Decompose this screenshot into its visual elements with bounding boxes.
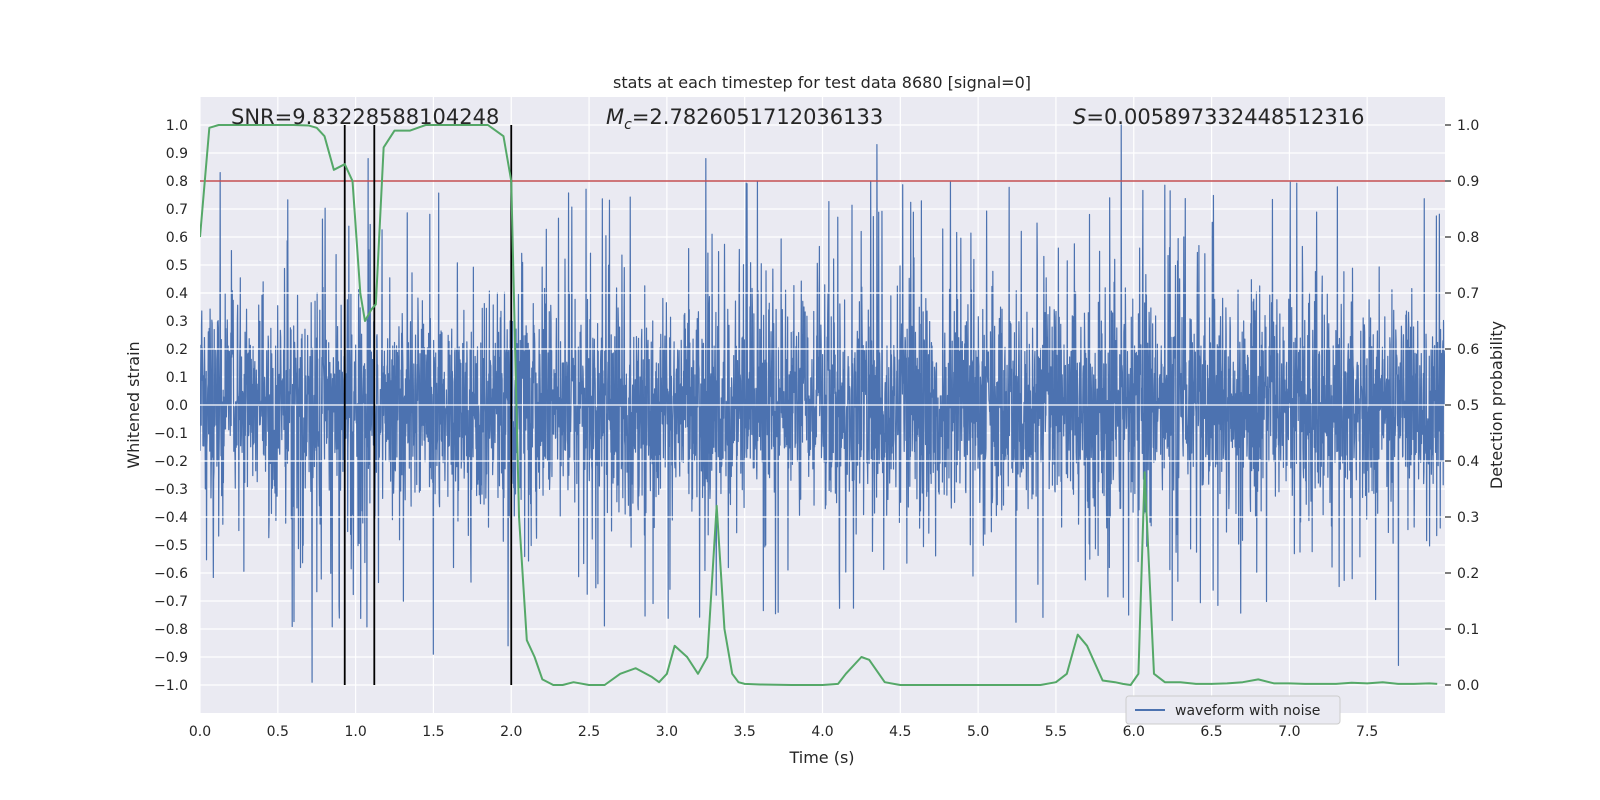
y-tick-label: −0.8 [154, 622, 188, 638]
y2-tick-label: 0.2 [1457, 566, 1479, 582]
legend-label-waveform: waveform with noise [1175, 703, 1320, 719]
x-tick-label: 6.0 [1123, 724, 1145, 740]
x-tick-label: 0.5 [267, 724, 289, 740]
x-tick-label: 3.5 [734, 724, 756, 740]
y2-tick-label: 1.0 [1457, 118, 1479, 134]
chirp-mass-symbol: M [606, 105, 624, 129]
y2-tick-label: 0.5 [1457, 398, 1479, 414]
y-axis-label: Whitened strain [124, 341, 143, 468]
y-tick-label: 0.7 [166, 202, 188, 218]
y-tick-label: −0.7 [154, 594, 188, 610]
y2-tick-label: 0.0 [1457, 678, 1479, 694]
waveform-line [200, 124, 1445, 683]
y-tick-label: 0.3 [166, 314, 188, 330]
x-axis-ticks: 0.0 0.5 1.0 1.5 2.0 2.5 3.0 3.5 4.0 4.5 5.0 5.5 6.0 6… [189, 724, 1378, 740]
y2-tick-label: 0.4 [1457, 454, 1479, 470]
y-tick-label: −1.0 [154, 678, 188, 694]
y-tick-label: 0.4 [166, 286, 188, 302]
chart-title: stats at each timestep for test data 868… [613, 73, 1031, 92]
chirp-mass-annotation: Mc=2.7826051712036133 [606, 105, 883, 133]
y-tick-label: −0.4 [154, 510, 188, 526]
x-tick-label: 5.0 [967, 724, 989, 740]
y-tick-label: 0.8 [166, 174, 188, 190]
s-value: =0.005897332448512316 [1086, 105, 1364, 129]
x-tick-label: 4.5 [889, 724, 911, 740]
y2-axis-label: Detection probability [1487, 321, 1506, 489]
y-tick-label: 0.2 [166, 342, 188, 358]
s-symbol: S [1073, 105, 1086, 129]
y-tick-label: −0.9 [154, 650, 188, 666]
y2-axis-ticks: 1.0 0.9 0.8 0.7 0.6 0.5 0.4 0.3 0.2 0.1 0.0 [1445, 118, 1479, 694]
chirp-mass-value: =2.7826051712036133 [632, 105, 883, 129]
x-tick-label: 2.0 [500, 724, 522, 740]
y-tick-label: −0.5 [154, 538, 188, 554]
x-tick-label: 7.0 [1278, 724, 1300, 740]
y2-tick-label: 0.8 [1457, 230, 1479, 246]
y-tick-label: 0.6 [166, 230, 188, 246]
legend-box [1125, 695, 1341, 725]
y2-tick-label: 0.3 [1457, 510, 1479, 526]
snr-annotation: SNR=9.83228588104248 [231, 105, 499, 129]
y-tick-label: 0.1 [166, 370, 188, 386]
legend: waveform with noise [1125, 695, 1341, 725]
x-tick-label: 5.5 [1045, 724, 1067, 740]
x-tick-label: 2.5 [578, 724, 600, 740]
x-axis-label: Time (s) [788, 748, 854, 767]
waveform-series [200, 124, 1445, 683]
y-tick-label: −0.1 [154, 426, 188, 442]
x-tick-label: 4.0 [811, 724, 833, 740]
detection-probability-line [200, 124, 1438, 686]
detection-probability-layer [200, 124, 1438, 686]
y-tick-label: 1.0 [166, 118, 188, 134]
s-annotation: S=0.005897332448512316 [1073, 105, 1364, 129]
y-tick-label: 0.0 [166, 398, 188, 414]
y2-tick-label: 0.9 [1457, 174, 1479, 190]
x-tick-label: 3.0 [656, 724, 678, 740]
y-axis-ticks: 1.0 0.9 0.8 0.7 0.6 0.5 0.4 0.3 0.2 0.1 0.0 −0.1 −0.… [154, 118, 188, 694]
x-tick-label: 7.5 [1356, 724, 1378, 740]
chirp-mass-subscript: c [624, 117, 632, 133]
y2-tick-label: 0.1 [1457, 622, 1479, 638]
x-tick-label: 0.0 [189, 724, 211, 740]
x-tick-label: 1.0 [344, 724, 366, 740]
y-tick-label: −0.6 [154, 566, 188, 582]
x-tick-label: 1.5 [422, 724, 444, 740]
y2-tick-label: 0.7 [1457, 286, 1479, 302]
y-tick-label: −0.3 [154, 482, 188, 498]
x-tick-label: 6.5 [1200, 724, 1222, 740]
y2-tick-label: 0.6 [1457, 342, 1479, 358]
y-tick-label: 0.5 [166, 258, 188, 274]
y-tick-label: 0.9 [166, 146, 188, 162]
y-tick-label: −0.2 [154, 454, 188, 470]
